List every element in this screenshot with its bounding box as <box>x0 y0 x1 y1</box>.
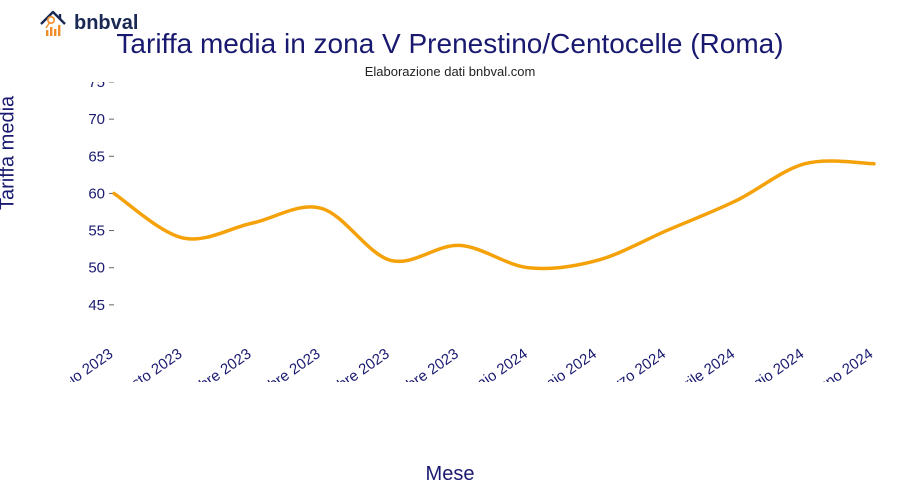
data-series-line <box>114 161 874 269</box>
x-tick-label: agosto 2023 <box>108 345 185 382</box>
line-chart: 45505560657075luglio 2023agosto 2023sett… <box>70 82 882 382</box>
y-tick-label: 45 <box>88 297 105 314</box>
y-tick-label: 55 <box>88 223 105 240</box>
y-tick-label: 65 <box>88 148 105 165</box>
chart-title: Tariffa media in zona V Prenestino/Cento… <box>0 28 900 60</box>
y-tick-label: 60 <box>88 185 105 202</box>
x-axis-label: Mese <box>0 463 900 486</box>
y-tick-label: 50 <box>88 260 105 277</box>
x-tick-label: luglio 2023 <box>70 345 116 382</box>
x-tick-label: ottobre 2023 <box>245 345 324 382</box>
x-tick-label: febbraio 2024 <box>515 345 600 382</box>
x-tick-label: maggio 2024 <box>726 345 807 382</box>
x-tick-label: giugno 2024 <box>799 345 876 382</box>
y-tick-label: 70 <box>88 111 105 128</box>
x-tick-label: marzo 2024 <box>594 345 669 382</box>
x-tick-label: aprile 2024 <box>668 345 739 382</box>
chart-subtitle: Elaborazione dati bnbval.com <box>0 64 900 79</box>
y-axis-label: Tariffa media <box>0 96 20 210</box>
x-tick-label: gennaio 2024 <box>447 345 531 382</box>
y-tick-label: 75 <box>88 82 105 91</box>
